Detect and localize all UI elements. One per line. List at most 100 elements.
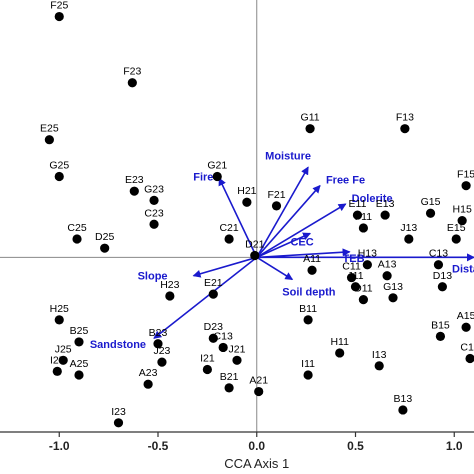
site-label-d13: D13 [433,270,452,282]
site-label-a25: A25 [70,358,89,370]
site-point-j23 [157,357,167,367]
vector-arrow-teb [256,248,351,259]
site-label-g11: G11 [301,112,320,124]
site-label-a21: A21 [249,375,268,387]
site-label-d11: D11 [354,283,373,295]
site-point-g23 [149,195,159,205]
site-label-i23: I23 [111,406,126,418]
x-tick-label: -1.0 [49,439,70,453]
site-label-i11: I11 [301,358,315,370]
site-label-e21: E21 [204,277,223,289]
site-label-b21: B21 [220,371,239,383]
site-point-e15 [451,234,461,244]
site-point-j21 [232,355,242,365]
site-point-g13 [388,293,398,303]
vector-label-moisture: Moisture [265,150,311,162]
site-point-b21 [224,383,234,393]
site-point-b11 [303,315,313,325]
vector-label-sandstone: Sandstone [90,339,146,351]
site-label-b15: B15 [431,319,450,331]
site-label-d21: D21 [245,239,264,251]
site-label-g13: G13 [383,281,403,293]
site-label-j23: J23 [153,345,170,357]
site-point-i25 [52,366,62,376]
site-label-a15: A15 [457,310,474,322]
site-label-h15: H15 [453,204,472,216]
site-point-h11 [335,348,345,358]
site-point-h21 [242,197,252,207]
site-point-e25 [44,135,54,145]
site-label-j25: J25 [55,343,72,355]
site-label-f15: F15 [457,169,474,181]
vector-label-fire: Fire [193,171,213,183]
site-point-b15 [435,331,446,342]
site-label-h21: H21 [237,185,256,197]
vector-label-slope: Slope [138,271,168,283]
site-label-e23: E23 [125,174,144,186]
site-label-c13: C13 [429,248,448,260]
vector-arrow-dolerite [256,203,347,259]
site-label-i25: I25 [50,354,65,366]
site-label-i13: I13 [372,349,387,361]
site-label-d23: D23 [204,321,223,333]
site-label-h25: H25 [50,303,69,315]
site-label-d25: D25 [95,231,114,243]
site-point-d23 [208,333,218,343]
site-point-i13 [374,361,384,371]
site-point-e13 [380,210,390,220]
site-point-g11 [305,124,315,134]
vector-layer: Fire Moisture Free Fe Dolerite CEC TEB Distanc… [90,150,474,351]
vector-label-cec: CEC [290,236,313,248]
site-point-b23 [153,339,163,349]
site-label-c13: C13 [214,330,233,342]
site-point-e21 [208,289,218,299]
site-label-j13: J13 [400,222,417,234]
site-label-c21: C21 [219,222,238,234]
site-label-b25: B25 [70,325,89,337]
site-label-g15: G15 [421,196,441,208]
site-label-h23: H23 [160,279,179,291]
vector-arrow-fire [218,177,258,258]
site-point-f25 [54,11,64,22]
vector-label-distance: Distance [452,263,474,275]
x-axis-title: CCA Axis 1 [224,456,289,471]
vector-arrow-slope [192,256,257,278]
site-point-a13 [382,271,392,281]
site-label-j21: J21 [229,343,246,355]
site-point-c21 [224,234,234,244]
site-label-a11: A11 [303,253,321,265]
site-label-h13: H13 [358,248,377,260]
site-label-c11: C11 [342,261,361,273]
site-label-j11: J11 [347,270,363,282]
site-label-e15: E15 [447,222,466,234]
vector-label-soil-depth: Soil depth [282,286,335,298]
site-label-f23: F23 [123,66,141,78]
site-point-d13 [437,282,447,292]
site-point-h23 [165,291,175,301]
site-label-f21: F21 [267,189,285,201]
site-point-j11 [350,282,361,292]
vector-arrow-cec [256,232,311,259]
site-label-e25: E25 [40,123,59,135]
site-point-i23 [113,418,124,428]
site-label-f25: F25 [50,0,68,12]
site-point-f15 [461,181,471,191]
vector-arrow-free-fe [256,184,321,258]
site-label-c23: C23 [144,207,163,219]
vector-label-teb: TEB [343,253,365,265]
site-point-c23 [149,219,159,229]
site-point-c15 [465,353,474,364]
x-axis-ticks: -1.0 -0.5 0.0 0.5 1.0 [49,432,463,453]
site-label-b23: B23 [149,327,168,339]
site-point-i21 [202,364,212,375]
vector-arrow-sandstone [153,256,258,339]
site-point-h25 [54,315,64,325]
site-point-c13 [218,342,228,353]
site-point-g21 [212,171,222,182]
site-label-i21: I21 [200,352,215,364]
site-point-d11 [358,295,368,305]
site-label-h11: H11 [330,336,349,348]
site-point-i11 [303,370,313,380]
